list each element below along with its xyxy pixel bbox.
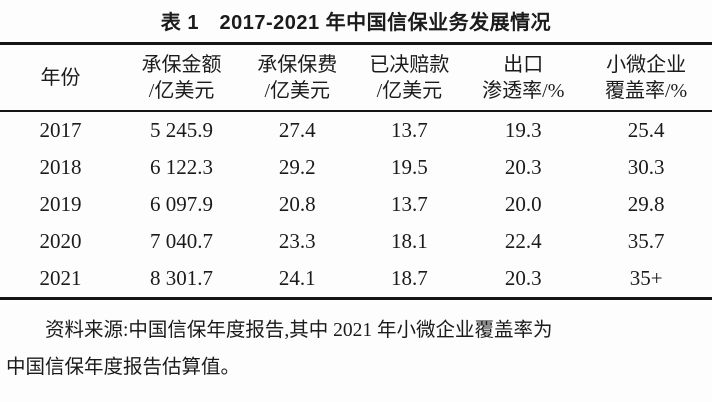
header-row: 年份 承保金额 /亿美元 承保保费 /亿美元 已决赔款 /亿美元 出口 渗透率/… [0, 43, 712, 112]
cell-premium: 29.2 [278, 155, 316, 179]
source-note-line2: 中国信保年度报告估算值。 [6, 357, 241, 378]
source-note-line1: 资料来源:中国信保年度报告,其中 2021 年小微企业覆盖率为 [45, 320, 553, 341]
cell-sme-coverage: 29.8 [627, 192, 665, 216]
cell-export-penetration: 22.4 [504, 229, 542, 253]
column-header-label: 承保金额 [141, 54, 222, 76]
column-header-label: 小微企业 [606, 54, 687, 76]
column-header-insured-amount: 承保金额 /亿美元 [121, 43, 243, 112]
table-row: 2020 7 040.7 23.3 18.1 22.4 35.7 [0, 223, 712, 260]
cell-year: 2018 [39, 155, 82, 179]
cell-year: 2019 [39, 192, 82, 216]
cell-settled-claims: 18.7 [391, 266, 428, 290]
table-row: 2021 8 301.7 24.1 18.7 20.3 35+ [0, 260, 712, 299]
column-header-premium: 承保保费 /亿美元 [242, 43, 353, 112]
column-header-label: 出口 [503, 54, 544, 76]
cell-sme-coverage: 35+ [629, 266, 663, 290]
table-row: 2019 6 097.9 20.8 13.7 20.0 29.8 [0, 186, 712, 223]
cell-sme-coverage: 35.7 [627, 229, 665, 253]
cell-insured-amount: 6 122.3 [150, 155, 214, 179]
cell-insured-amount: 5 245.9 [150, 118, 214, 142]
cell-insured-amount: 6 097.9 [150, 192, 214, 216]
column-header-settled-claims: 已决赔款 /亿美元 [352, 43, 467, 112]
cell-sme-coverage: 30.3 [627, 155, 665, 179]
column-header-unit: 覆盖率/% [605, 80, 688, 102]
column-header-label: 承保保费 [257, 54, 338, 76]
cell-year: 2021 [39, 266, 82, 290]
column-header-year: 年份 [0, 43, 122, 112]
cell-export-penetration: 20.3 [504, 266, 542, 290]
cell-year: 2020 [39, 229, 82, 253]
cell-insured-amount: 7 040.7 [150, 229, 214, 253]
table-row: 2018 6 122.3 29.2 19.5 20.3 30.3 [0, 149, 712, 186]
cell-export-penetration: 20.0 [504, 192, 542, 216]
column-header-label: 已决赔款 [369, 54, 450, 76]
cell-settled-claims: 19.5 [391, 155, 428, 179]
column-header-label: 年份 [40, 67, 81, 89]
cell-settled-claims: 18.1 [391, 229, 428, 253]
cell-premium: 27.4 [278, 118, 316, 142]
table-header: 年份 承保金额 /亿美元 承保保费 /亿美元 已决赔款 /亿美元 出口 渗透率/… [0, 43, 712, 112]
cell-settled-claims: 13.7 [391, 118, 428, 142]
table-caption: 表 1 2017-2021 年中国信保业务发展情况 [160, 12, 552, 34]
cell-insured-amount: 8 301.7 [150, 266, 214, 290]
column-header-unit: /亿美元 [264, 80, 331, 102]
cell-year: 2017 [39, 118, 82, 142]
column-header-sme-coverage: 小微企业 覆盖率/% [580, 43, 712, 112]
cell-sme-coverage: 25.4 [627, 118, 665, 142]
source-note: 资料来源:中国信保年度报告,其中 2021 年小微企业覆盖率为 中国信保年度报告… [0, 312, 712, 386]
cell-premium: 20.8 [278, 192, 316, 216]
cell-export-penetration: 20.3 [504, 155, 542, 179]
column-header-unit: 渗透率/% [482, 80, 565, 102]
data-table: 年份 承保金额 /亿美元 承保保费 /亿美元 已决赔款 /亿美元 出口 渗透率/… [0, 42, 712, 300]
cell-settled-claims: 13.7 [391, 192, 428, 216]
cell-premium: 23.3 [278, 229, 316, 253]
table-body: 2017 5 245.9 27.4 13.7 19.3 25.4 2018 6 … [0, 111, 712, 299]
table-row: 2017 5 245.9 27.4 13.7 19.3 25.4 [0, 111, 712, 149]
column-header-unit: /亿美元 [376, 80, 443, 102]
column-header-unit: /亿美元 [148, 80, 215, 102]
column-header-export-penetration: 出口 渗透率/% [466, 43, 581, 112]
cell-export-penetration: 19.3 [504, 118, 542, 142]
cell-premium: 24.1 [278, 266, 316, 290]
